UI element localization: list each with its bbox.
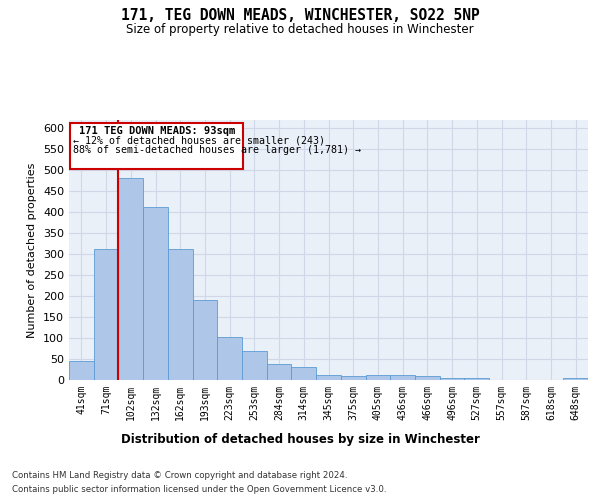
Bar	[217, 337, 242, 380]
Bar	[563, 378, 588, 380]
Bar	[415, 376, 440, 380]
Bar	[69, 360, 94, 380]
Bar	[390, 374, 415, 380]
Bar	[242, 352, 267, 380]
Text: Distribution of detached houses by size in Winchester: Distribution of detached houses by size …	[121, 432, 479, 446]
Text: Size of property relative to detached houses in Winchester: Size of property relative to detached ho…	[126, 22, 474, 36]
Bar	[365, 374, 390, 380]
Text: 171 TEG DOWN MEADS: 93sqm: 171 TEG DOWN MEADS: 93sqm	[79, 126, 235, 136]
Y-axis label: Number of detached properties: Number of detached properties	[28, 162, 37, 338]
Bar	[316, 374, 341, 380]
Bar	[440, 378, 464, 380]
Text: Contains public sector information licensed under the Open Government Licence v3: Contains public sector information licen…	[12, 485, 386, 494]
Bar	[292, 368, 316, 380]
Bar	[267, 364, 292, 380]
Bar	[193, 300, 217, 380]
Bar	[143, 207, 168, 380]
Text: 88% of semi-detached houses are larger (1,781) →: 88% of semi-detached houses are larger (…	[73, 144, 361, 154]
Text: ← 12% of detached houses are smaller (243): ← 12% of detached houses are smaller (24…	[73, 136, 325, 145]
Bar	[118, 178, 143, 380]
Bar	[94, 249, 118, 380]
Bar	[341, 376, 365, 380]
Bar	[168, 248, 193, 380]
Text: 171, TEG DOWN MEADS, WINCHESTER, SO22 5NP: 171, TEG DOWN MEADS, WINCHESTER, SO22 5N…	[121, 8, 479, 22]
Bar	[464, 378, 489, 380]
FancyBboxPatch shape	[70, 123, 243, 169]
Text: Contains HM Land Registry data © Crown copyright and database right 2024.: Contains HM Land Registry data © Crown c…	[12, 471, 347, 480]
